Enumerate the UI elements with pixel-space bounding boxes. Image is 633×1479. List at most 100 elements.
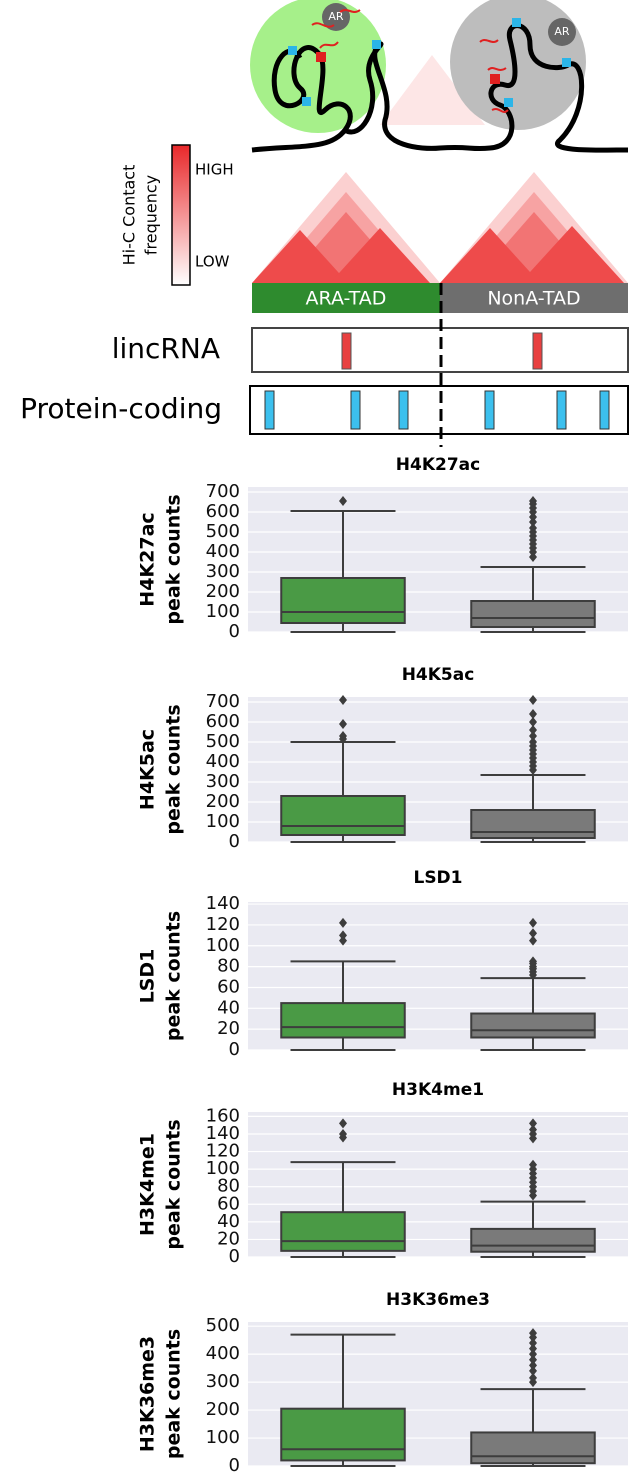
- y-tick-label: 140: [206, 893, 240, 914]
- chart-title: H4K5ac: [402, 665, 475, 685]
- outlier: [529, 731, 537, 741]
- y-tick-label: 700: [206, 481, 240, 502]
- outlier: [529, 917, 537, 928]
- outlier: [529, 725, 537, 735]
- outlier: [529, 1349, 537, 1360]
- outlier: [529, 1365, 537, 1376]
- box: [470, 1227, 596, 1253]
- legend-colorbar: [171, 144, 191, 286]
- y-tick-label: 0: [229, 1455, 240, 1476]
- y-tick-label: 120: [206, 914, 240, 935]
- y-tick-label: 400: [206, 541, 240, 562]
- y-axis-label: peak counts: [163, 494, 185, 624]
- y-tick-label: 140: [206, 1123, 240, 1144]
- y-tick-label: 100: [206, 1427, 240, 1448]
- outlier: [529, 523, 537, 533]
- y-tick-label: 600: [206, 501, 240, 522]
- ar-label: AR: [328, 10, 344, 23]
- y-tick-label: 200: [206, 791, 240, 812]
- lincrna-genes: [341, 332, 543, 370]
- y-tick-label: 0: [229, 621, 240, 642]
- y-tick-label: 100: [206, 1158, 240, 1179]
- y-axis-label: H4K5ac: [137, 729, 159, 810]
- outlier: [339, 695, 347, 705]
- outlier: [529, 1328, 537, 1339]
- y-tick-label: 500: [206, 731, 240, 752]
- track-label: lincRNA: [112, 332, 220, 365]
- outlier: [529, 737, 537, 747]
- y-tick-label: 300: [206, 771, 240, 792]
- y-tick-label: 80: [217, 956, 240, 977]
- legend-title: frequency: [142, 175, 161, 255]
- y-axis-label: peak counts: [163, 704, 185, 834]
- y-tick-label: 60: [217, 976, 240, 997]
- outlier: [339, 917, 347, 928]
- y-tick-label: 100: [206, 811, 240, 832]
- contact-shade: [380, 55, 485, 125]
- outlier: [339, 496, 347, 506]
- y-tick-label: 60: [217, 1193, 240, 1214]
- y-tick-label: 500: [206, 1315, 240, 1336]
- outlier: [529, 496, 537, 506]
- outlier: [339, 1128, 347, 1139]
- y-tick-label: 40: [217, 1211, 240, 1232]
- outlier: [529, 717, 537, 727]
- y-tick-label: 100: [206, 935, 240, 956]
- outlier: [339, 719, 347, 729]
- lincrna-locus: [316, 52, 326, 62]
- outlier: [529, 1372, 537, 1383]
- outlier: [529, 1124, 537, 1135]
- y-axis-label: H4K27ac: [137, 512, 159, 606]
- chart-title: H3K36me3: [386, 1290, 490, 1310]
- legend-high: HIGH: [195, 161, 234, 179]
- lincrna-locus: [490, 74, 500, 84]
- box: [470, 1012, 596, 1039]
- y-tick-label: 700: [206, 691, 240, 712]
- box: [280, 795, 406, 836]
- y-tick-label: 20: [217, 1228, 240, 1249]
- y-tick-label: 100: [206, 601, 240, 622]
- outlier: [529, 1118, 537, 1129]
- box: [470, 600, 596, 628]
- outlier: [529, 1337, 537, 1348]
- outlier: [529, 1159, 537, 1170]
- track-box: [249, 385, 629, 435]
- outlier: [339, 731, 347, 741]
- y-tick-label: 200: [206, 581, 240, 602]
- y-tick-label: 400: [206, 751, 240, 772]
- y-axis-label: peak counts: [163, 1329, 185, 1459]
- rna-strand: [311, 9, 509, 113]
- diagram: AR AR HIGH LOW Hi-C Contact frequency AR…: [20, 0, 629, 447]
- box: [280, 1211, 406, 1252]
- chart-title: H3K4me1: [392, 1080, 484, 1100]
- track-label: Protein-coding: [20, 392, 222, 425]
- outlier: [529, 935, 537, 946]
- outlier: [339, 930, 347, 941]
- y-tick-label: 300: [206, 561, 240, 582]
- box: [280, 1002, 406, 1039]
- y-tick-label: 0: [229, 1039, 240, 1060]
- y-axis-label: peak counts: [163, 1119, 185, 1249]
- chart-title: H4K27ac: [396, 455, 480, 475]
- y-tick-label: 300: [206, 1371, 240, 1392]
- outlier: [529, 1360, 537, 1371]
- tad-label: NonA-TAD: [487, 288, 580, 310]
- outlier: [529, 928, 537, 939]
- y-tick-label: 400: [206, 1343, 240, 1364]
- ar-node: [548, 18, 576, 46]
- y-tick-label: 40: [217, 997, 240, 1018]
- y-tick-label: 80: [217, 1176, 240, 1197]
- legend-title: Hi-C Contact: [120, 165, 139, 266]
- box: [470, 809, 596, 839]
- legend-low: LOW: [195, 253, 230, 271]
- tad-bar: [252, 283, 440, 313]
- y-tick-label: 0: [229, 1246, 240, 1267]
- box: [470, 1431, 596, 1465]
- y-axis-label: peak counts: [163, 911, 185, 1041]
- y-tick-label: 160: [206, 1105, 240, 1126]
- y-tick-label: 500: [206, 521, 240, 542]
- box: [280, 577, 406, 624]
- y-axis-label: LSD1: [137, 949, 159, 1004]
